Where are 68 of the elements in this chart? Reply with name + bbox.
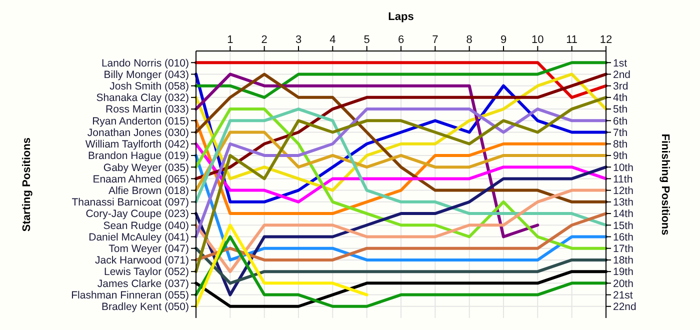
y-tick-label: 13th bbox=[613, 196, 634, 209]
y-tick-label: 7th bbox=[613, 126, 628, 139]
x-tick-label: 6 bbox=[398, 34, 404, 46]
line-series bbox=[194, 142, 608, 204]
x-tick-label: 5 bbox=[364, 34, 370, 46]
x-tick-label: 1 bbox=[227, 34, 234, 46]
text: Lando Norris (010) bbox=[101, 57, 189, 70]
y-tick-label: 5th bbox=[613, 104, 628, 116]
text: Jonathan Jones (030) bbox=[87, 126, 189, 139]
text: Shanaka Clay (032) bbox=[96, 92, 189, 104]
text: Starting Positions bbox=[21, 137, 33, 232]
text: Ryan Anderton (015) bbox=[92, 115, 189, 128]
line-series bbox=[194, 96, 608, 274]
y-tick-label: 9th bbox=[613, 150, 628, 162]
line-series bbox=[194, 188, 608, 274]
text: Bradley Kent (050) bbox=[101, 301, 189, 314]
text: Lewis Taylor (052) bbox=[104, 266, 189, 278]
x-tick-label: 7 bbox=[432, 34, 438, 46]
x-tick-label: 2 bbox=[261, 34, 268, 46]
x-tick-label: 3 bbox=[295, 34, 302, 46]
text: Alfie Brown (018) bbox=[108, 184, 189, 197]
text: Cory-Jay Coupe (023) bbox=[86, 208, 189, 220]
text: Brandon Hague (019) bbox=[88, 150, 189, 162]
y-tick-label: 3rd bbox=[613, 80, 628, 92]
x-axis-title: Laps bbox=[388, 11, 414, 23]
line-series bbox=[194, 212, 608, 262]
y-tick-label: 11th bbox=[613, 173, 633, 186]
text: Tom Weyer (047) bbox=[108, 243, 189, 256]
x-tick-label: 10 bbox=[532, 34, 544, 46]
y-tick-label: 17th bbox=[613, 243, 634, 256]
text: Gaby Weyer (035) bbox=[103, 162, 189, 174]
y-tick-label: 8th bbox=[613, 138, 628, 151]
y-tick-label: 20th bbox=[613, 278, 634, 290]
y-tick-label: 15th bbox=[613, 220, 634, 232]
y-tick-label: 18th bbox=[613, 254, 634, 267]
y-tick-label: 14th bbox=[613, 208, 634, 220]
y-tick-label: 12th bbox=[613, 184, 634, 197]
x-tick-label: 8 bbox=[466, 34, 472, 46]
text: Daniel McAuley (041) bbox=[88, 231, 189, 244]
y-tick-label: 19th bbox=[613, 266, 634, 278]
text: James Clarke (037) bbox=[97, 278, 189, 290]
text: William Taylforth (042) bbox=[85, 138, 189, 151]
text: Sean Rudge (040) bbox=[103, 220, 189, 232]
line-series bbox=[194, 130, 608, 192]
y-tick-label: 22nd bbox=[613, 301, 637, 314]
text: Josh Smith (058) bbox=[110, 80, 189, 92]
line-series bbox=[194, 246, 608, 285]
y-tick-label: 10th bbox=[613, 162, 634, 174]
line-series bbox=[194, 224, 368, 308]
text: Thanassi Barnicoat (097) bbox=[72, 196, 189, 209]
y-tick-label: 4th bbox=[613, 92, 628, 104]
x-tick-label: 12 bbox=[600, 34, 612, 46]
y-tick-label: 6th bbox=[613, 115, 628, 128]
text: Billy Monger (043) bbox=[104, 68, 189, 81]
text: Enaam Ahmed (065) bbox=[92, 173, 189, 186]
y-tick-label: 2nd bbox=[613, 68, 631, 81]
y-tick-label: 21st bbox=[613, 289, 633, 302]
line-series bbox=[194, 72, 540, 238]
y-axis-title: Finishing Positions bbox=[659, 134, 671, 236]
text: Flashman Finneran (055) bbox=[71, 289, 189, 302]
line-series bbox=[194, 235, 608, 308]
text: Ross Martin (033) bbox=[106, 104, 189, 116]
x-tick-label: 4 bbox=[330, 34, 336, 46]
y-tick-label: 1st bbox=[613, 57, 628, 70]
x-tick-label: 9 bbox=[500, 34, 507, 46]
x-tick-label: 11 bbox=[566, 34, 578, 46]
text: Jack Harwood (071) bbox=[95, 254, 189, 267]
y-tick-label: 16th bbox=[613, 231, 634, 244]
